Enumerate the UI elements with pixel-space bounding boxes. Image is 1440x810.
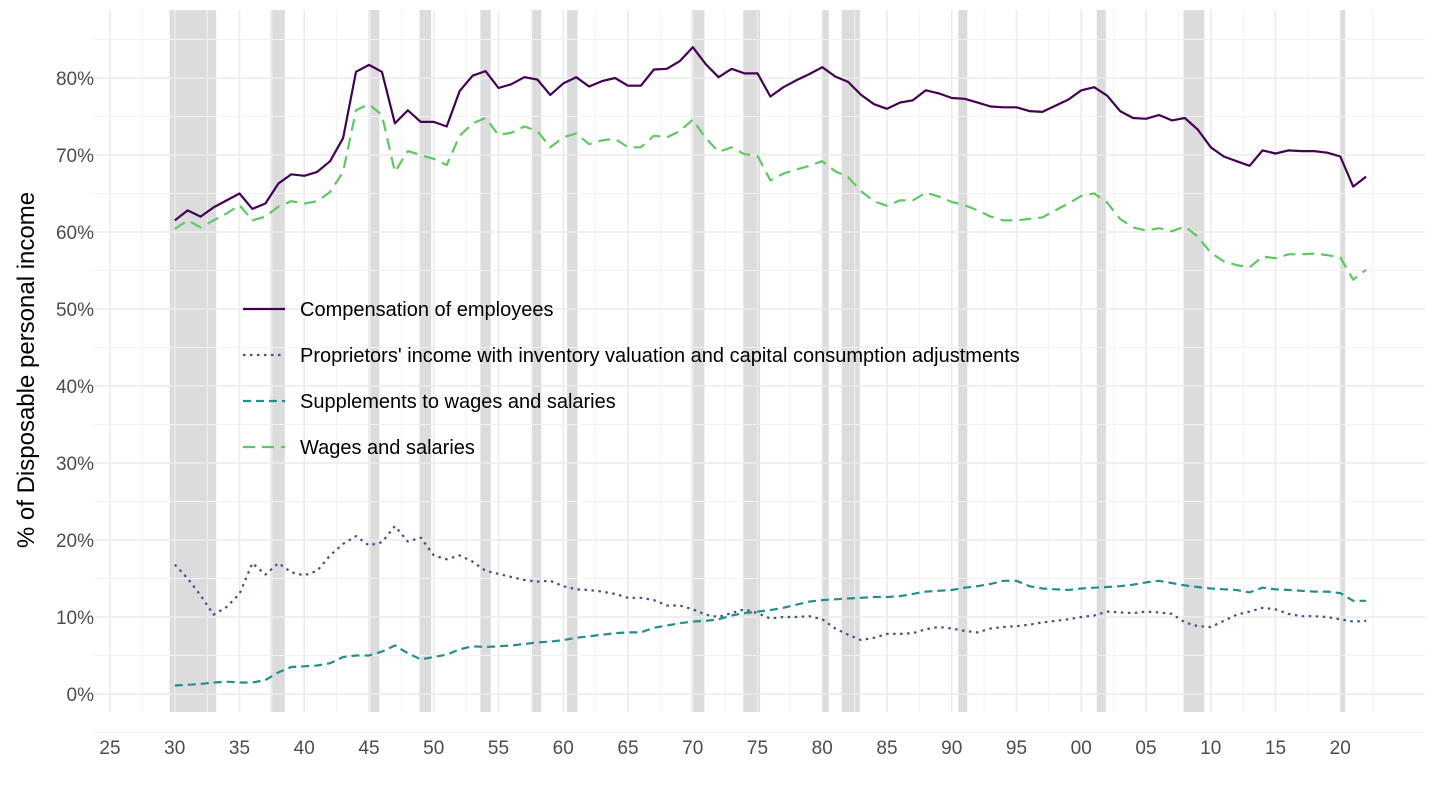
- y-tick-label: 20%: [56, 531, 94, 552]
- recession-band-0: [169, 10, 217, 712]
- x-tick-label: 60: [553, 738, 574, 759]
- x-tick-label: 15: [1265, 738, 1286, 759]
- x-tick-label: 85: [876, 738, 897, 759]
- recession-band-12: [1096, 10, 1106, 712]
- series-line-1: [173, 524, 1367, 642]
- series-lines: [173, 46, 1367, 687]
- recession-band-7: [691, 10, 705, 712]
- x-axis-ticks: 25 30 35 40 45 50 55 60 65 70 75 80 85 90 95 00 05 10 15 20: [99, 738, 1350, 759]
- x-tick-label: 50: [423, 738, 444, 759]
- y-tick-label: 40%: [56, 377, 94, 398]
- x-tick-label: 90: [941, 738, 962, 759]
- x-tick-label: 95: [1006, 738, 1027, 759]
- recession-band-4: [480, 10, 491, 712]
- recession-bands: [169, 10, 1346, 712]
- x-tick-label: 70: [682, 738, 703, 759]
- x-tick-label: 10: [1200, 738, 1221, 759]
- x-tick-label: 25: [99, 738, 120, 759]
- x-tick-label: 45: [358, 738, 379, 759]
- y-tick-label: 30%: [56, 454, 94, 475]
- series-line-0: [174, 46, 1367, 222]
- series-line-3: [174, 103, 1367, 281]
- y-tick-label: 80%: [56, 69, 94, 90]
- legend-label-3: Wages and salaries: [300, 437, 475, 459]
- recession-band-2: [370, 10, 380, 712]
- y-tick-label: 50%: [56, 300, 94, 321]
- legend: Compensation of employees Proprietors' in…: [243, 299, 1020, 459]
- recession-band-14: [1340, 10, 1346, 712]
- recession-band-5: [532, 10, 542, 712]
- x-tick-label: 65: [617, 738, 638, 759]
- x-tick-label: 30: [164, 738, 185, 759]
- y-axis-ticks: 0% 10% 20% 30% 40% 50% 60% 70% 80%: [56, 69, 94, 706]
- legend-label-1: Proprietors' income with inventory valua…: [300, 345, 1020, 367]
- recession-band-1: [270, 10, 285, 712]
- recession-band-13: [1183, 10, 1205, 712]
- y-tick-label: 0%: [67, 685, 95, 706]
- recession-band-8: [743, 10, 761, 712]
- x-tick-label: 55: [488, 738, 509, 759]
- y-tick-label: 70%: [56, 146, 94, 167]
- x-tick-label: 75: [747, 738, 768, 759]
- x-tick-label: 00: [1071, 738, 1092, 759]
- y-axis-title: % of Disposable personal income: [13, 192, 40, 548]
- recession-band-6: [567, 10, 578, 712]
- x-tick-label: 80: [812, 738, 833, 759]
- recession-band-3: [419, 10, 432, 712]
- recession-band-9: [822, 10, 829, 712]
- series-line-2: [174, 579, 1367, 687]
- y-tick-label: 10%: [56, 608, 94, 629]
- x-tick-label: 05: [1135, 738, 1156, 759]
- x-tick-label: 35: [229, 738, 250, 759]
- x-tick-label: 40: [294, 738, 315, 759]
- legend-label-0: Compensation of employees: [300, 299, 553, 321]
- recession-band-11: [958, 10, 968, 712]
- y-tick-label: 60%: [56, 223, 94, 244]
- legend-label-2: Supplements to wages and salaries: [300, 391, 616, 413]
- x-tick-label: 20: [1330, 738, 1351, 759]
- gridlines: [93, 10, 1425, 733]
